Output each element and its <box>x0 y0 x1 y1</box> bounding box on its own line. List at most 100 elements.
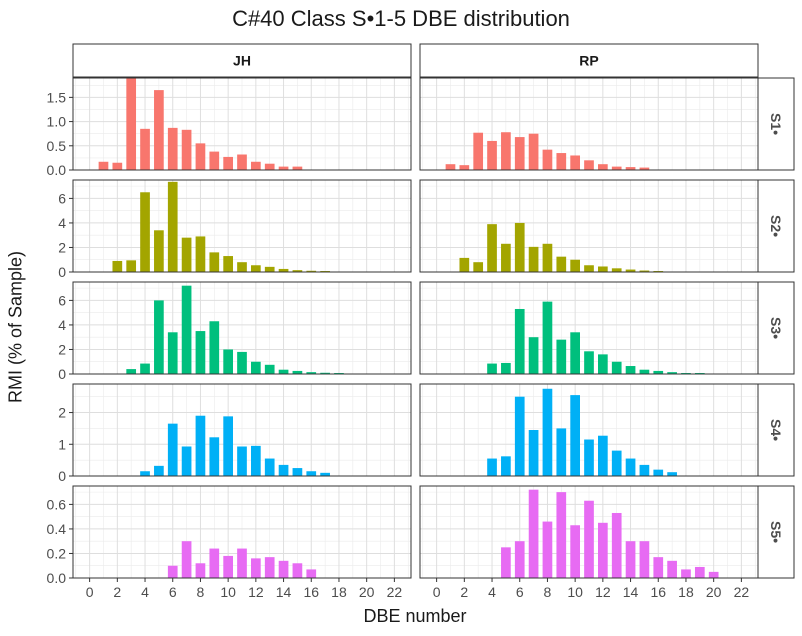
facet-column-strip-jh <box>72 43 412 78</box>
bar-rp-row2-dbe-3 <box>473 262 484 272</box>
bar-rp-row5-dbe-7 <box>528 489 539 578</box>
panel-border <box>419 485 759 579</box>
bar-rp-row1-dbe-14 <box>625 167 636 170</box>
bar-rp-row5-dbe-17 <box>667 560 677 578</box>
bar-jh-row4-dbe-7 <box>181 446 192 476</box>
bar-rp-row4-dbe-6 <box>514 396 525 476</box>
bar-jh-row1-dbe-10 <box>223 156 233 170</box>
x-tick-label: 12 <box>248 584 264 600</box>
y-tick-label: 0.0 <box>47 162 67 178</box>
bar-jh-row3-dbe-7 <box>181 285 192 374</box>
bar-jh-row2-dbe-6 <box>167 181 178 272</box>
bar-jh-row1-dbe-1 <box>98 161 109 170</box>
bar-rp-row2-dbe-8 <box>542 243 553 272</box>
y-tick-label: 4 <box>58 317 66 333</box>
x-tick-label: 20 <box>359 584 375 600</box>
bar-rp-row5-dbe-13 <box>611 512 622 578</box>
bar-rp-row3-dbe-11 <box>584 351 594 374</box>
x-tick-label: 22 <box>387 584 403 600</box>
bar-jh-row1-dbe-5 <box>154 90 164 170</box>
bar-rp-row1-dbe-15 <box>639 167 650 170</box>
bar-jh-row2-dbe-7 <box>181 237 192 272</box>
bar-rp-row1-dbe-4 <box>487 140 497 170</box>
chart-title: C#40 Class S•1-5 DBE distribution <box>232 6 570 31</box>
bar-jh-row3-dbe-6 <box>167 332 178 374</box>
bar-rp-row4-dbe-16 <box>653 469 664 476</box>
y-tick-label: 0 <box>58 468 66 484</box>
bar-jh-row4-dbe-11 <box>237 446 247 476</box>
facet-row-strip <box>757 485 795 579</box>
bar-rp-row2-dbe-7 <box>528 246 539 272</box>
bar-rp-row4-dbe-11 <box>584 439 594 476</box>
bar-rp-row5-dbe-20 <box>708 571 719 578</box>
bar-rp-row3-dbe-7 <box>528 337 539 374</box>
x-tick-label: 6 <box>169 584 177 600</box>
bar-jh-row1-dbe-13 <box>264 163 275 170</box>
bar-rp-row4-dbe-4 <box>487 458 497 476</box>
bar-jh-row2-dbe-2 <box>112 260 123 272</box>
y-tick-label: 6 <box>58 190 66 206</box>
bar-jh-row2-dbe-3 <box>126 260 137 272</box>
bar-jh-row1-dbe-14 <box>278 166 289 170</box>
facet-column-label: RP <box>579 53 598 69</box>
bar-jh-row1-dbe-6 <box>167 127 178 170</box>
bar-jh-row5-dbe-16 <box>306 569 317 578</box>
bar-jh-row4-dbe-16 <box>306 471 317 476</box>
bar-jh-row4-dbe-8 <box>195 415 206 476</box>
bar-jh-row2-dbe-9 <box>209 252 220 272</box>
bar-jh-row1-dbe-4 <box>140 128 150 170</box>
bar-rp-row5-dbe-9 <box>556 492 567 578</box>
bar-rp-row3-dbe-4 <box>487 363 497 374</box>
bar-rp-row1-dbe-10 <box>570 155 580 170</box>
facet-row-label: S4• <box>768 419 784 441</box>
bar-jh-row3-dbe-11 <box>237 351 247 374</box>
facet-row-strip <box>757 179 795 273</box>
y-tick-label: 0.4 <box>47 521 67 537</box>
facet-row-label: S3• <box>768 317 784 339</box>
bar-jh-row1-dbe-7 <box>181 129 192 170</box>
y-tick-label: 6 <box>58 292 66 308</box>
bar-rp-row4-dbe-14 <box>625 458 636 476</box>
bar-rp-row5-dbe-15 <box>639 541 650 578</box>
bar-jh-row3-dbe-5 <box>154 300 164 374</box>
bar-rp-row1-dbe-6 <box>514 137 525 170</box>
bar-jh-row3-dbe-9 <box>209 321 220 374</box>
x-tick-label: 0 <box>433 584 441 600</box>
bar-jh-row5-dbe-7 <box>181 541 192 578</box>
bar-jh-row2-dbe-11 <box>237 262 247 272</box>
x-tick-label: 0 <box>86 584 94 600</box>
bar-jh-row5-dbe-15 <box>292 563 303 578</box>
bar-jh-row4-dbe-15 <box>292 468 303 476</box>
bar-rp-row5-dbe-11 <box>584 500 594 578</box>
x-tick-label: 10 <box>220 584 236 600</box>
bar-jh-row2-dbe-16 <box>306 270 317 272</box>
panel-border <box>419 179 759 273</box>
bar-jh-row2-dbe-14 <box>278 268 289 272</box>
bar-jh-row3-dbe-3 <box>126 369 137 374</box>
bar-rp-row5-dbe-10 <box>570 525 580 578</box>
bar-rp-row1-dbe-3 <box>473 132 484 170</box>
panel-border <box>72 383 412 477</box>
x-tick-label: 2 <box>460 584 468 600</box>
bar-jh-row1-dbe-12 <box>251 161 261 170</box>
bar-jh-row1-dbe-11 <box>237 154 247 170</box>
bar-jh-row3-dbe-14 <box>278 369 289 374</box>
panel-border <box>419 281 759 375</box>
bar-rp-row2-dbe-11 <box>584 265 594 272</box>
bar-jh-row2-dbe-10 <box>223 256 233 272</box>
y-tick-label: 1.5 <box>47 89 67 105</box>
bar-rp-row1-dbe-5 <box>501 132 511 170</box>
bar-jh-row4-dbe-13 <box>264 458 275 476</box>
x-tick-label: 4 <box>488 584 496 600</box>
bar-rp-row4-dbe-7 <box>528 430 539 476</box>
x-tick-label: 18 <box>331 584 347 600</box>
bar-rp-row1-dbe-9 <box>556 153 567 170</box>
facet-row-label: S2• <box>768 215 784 237</box>
bar-rp-row2-dbe-10 <box>570 259 580 272</box>
bar-rp-row2-dbe-2 <box>459 257 470 272</box>
bar-rp-row5-dbe-8 <box>542 521 553 578</box>
bar-jh-row5-dbe-10 <box>223 555 233 578</box>
bar-rp-row3-dbe-10 <box>570 332 580 374</box>
bar-jh-row3-dbe-4 <box>140 363 150 374</box>
